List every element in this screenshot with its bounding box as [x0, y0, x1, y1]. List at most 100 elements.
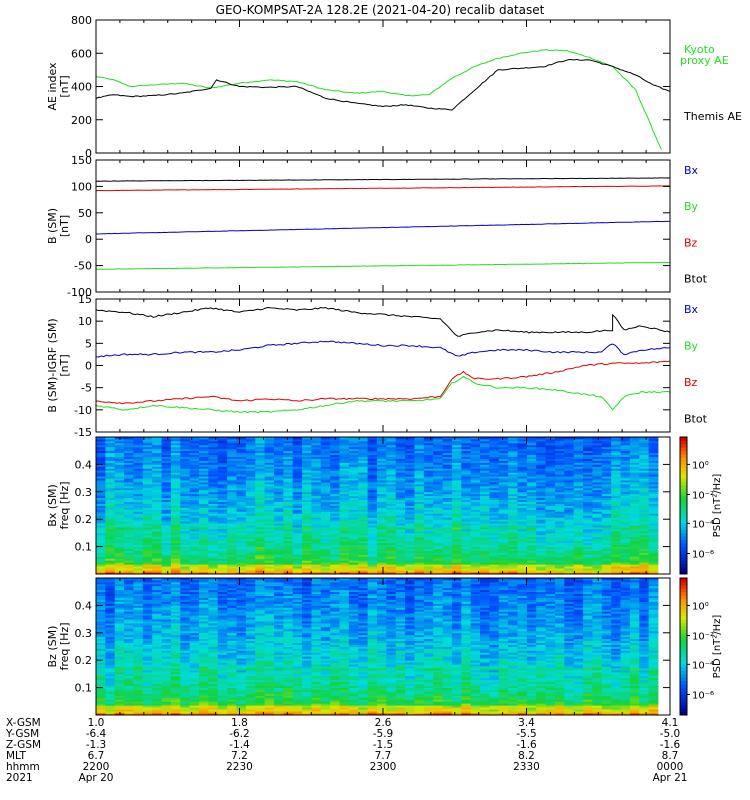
spectrogram-cell — [320, 450, 331, 454]
spectrogram-cell — [105, 532, 116, 536]
spectrogram-cell — [414, 478, 425, 481]
spectrogram-cell — [330, 515, 340, 518]
spectrogram-cell — [152, 458, 162, 461]
spectrogram-cell — [96, 681, 106, 685]
spectrogram-cell — [302, 550, 312, 553]
spectrogram-cell — [564, 521, 575, 524]
spectrogram-cell — [461, 444, 472, 448]
spectrogram-cell — [442, 495, 453, 499]
spectrogram-cell — [124, 544, 134, 547]
spectrogram-cell — [105, 675, 116, 679]
spectrogram-cell — [105, 632, 116, 636]
spectrogram-cell — [96, 558, 106, 561]
spectrogram-cell — [339, 570, 350, 573]
spectrogram-cell — [208, 538, 219, 542]
spectrogram-cell — [536, 532, 546, 536]
spectrogram-cell — [96, 503, 106, 506]
spectrogram-cell — [302, 454, 312, 457]
spectrogram-cell — [264, 548, 275, 551]
spectrogram-cell — [348, 442, 359, 446]
spectrogram-cell — [142, 652, 153, 655]
spectrogram-cell — [124, 713, 134, 716]
spectrogram-cell — [273, 472, 284, 475]
spectrogram-cell — [96, 474, 106, 477]
spectrogram-cell — [208, 560, 219, 563]
spectrogram-cell — [152, 527, 162, 530]
spectrogram-cell — [96, 450, 106, 454]
spectrogram-cell — [152, 472, 162, 475]
spectrogram-cell — [189, 480, 200, 483]
spectrogram-cell — [142, 654, 153, 657]
spectrogram-cell — [461, 437, 472, 440]
spectrogram-cell — [161, 507, 172, 510]
spectrogram-cell — [545, 507, 556, 510]
spectrogram-cell — [489, 485, 500, 489]
spectrogram-cell — [386, 542, 397, 546]
y-tick-label: 200 — [71, 114, 92, 127]
spectrogram-cell — [405, 566, 415, 569]
spectrogram-cell — [124, 652, 134, 655]
spectrogram-cell — [273, 489, 284, 493]
spectrogram-cell — [489, 517, 500, 520]
spectrogram-cell — [114, 556, 125, 559]
spectrogram-cell — [377, 468, 387, 471]
spectrogram-cell — [405, 542, 415, 546]
spectrogram-cell — [330, 509, 340, 512]
spectrogram-cell — [451, 444, 462, 448]
spectrogram-cell — [152, 689, 162, 692]
spectrogram-cell — [283, 521, 294, 524]
spectrogram-cell — [217, 568, 228, 571]
spectrogram-cell — [489, 437, 500, 440]
spectrogram-cell — [451, 566, 462, 569]
spectrogram-cell — [508, 446, 518, 450]
colorbar-step — [680, 471, 687, 476]
spectrogram-cell — [133, 446, 144, 450]
spectrogram-cell — [554, 517, 565, 520]
colorbar-tick-label: 10⁻² — [692, 491, 714, 502]
spectrogram-cell — [170, 511, 181, 514]
spectrogram-cell — [489, 536, 500, 540]
spectrogram-cell — [96, 505, 106, 508]
spectrogram-cell — [339, 530, 350, 534]
spectrogram-cell — [339, 444, 350, 448]
spectrogram-cell — [583, 503, 593, 506]
spectrogram-cell — [339, 497, 350, 501]
spectrogram-cell — [264, 523, 275, 526]
spectrogram-cell — [405, 437, 415, 440]
spectrogram-cell — [433, 482, 443, 485]
spectrogram-cell — [489, 456, 500, 459]
spectrogram-cell — [142, 589, 153, 593]
spectrogram-cell — [330, 564, 340, 567]
spectrogram-cell — [489, 523, 500, 526]
spectrogram-cell — [517, 532, 528, 536]
spectrogram-cell — [208, 519, 219, 522]
spectrogram-cell — [564, 562, 575, 565]
spectrogram-cell — [339, 446, 350, 450]
spectrogram-cell — [302, 568, 312, 571]
spectrogram-cell — [620, 503, 631, 506]
spectrogram-cell — [96, 546, 106, 549]
spectrogram-cell — [142, 482, 153, 485]
spectrogram-cell — [620, 523, 631, 526]
spectrogram-cell — [461, 507, 472, 510]
spectrogram-cell — [395, 556, 406, 559]
spectrogram-cell — [508, 462, 518, 465]
spectrogram-cell — [470, 556, 481, 559]
spectrogram-cell — [367, 562, 378, 565]
spectrogram-cell — [152, 511, 162, 514]
spectrogram-cell — [96, 621, 106, 624]
spectrogram-cell — [302, 483, 312, 487]
spectrogram-cell — [302, 521, 312, 524]
spectrogram-cell — [189, 509, 200, 512]
spectrogram-cell — [180, 562, 191, 565]
spectrogram-cell — [133, 630, 144, 634]
spectrogram-cell — [189, 503, 200, 506]
spectrogram-cell — [96, 440, 106, 444]
spectrogram-cell — [180, 544, 191, 547]
spectrogram-cell — [189, 542, 200, 546]
spectrogram-cell — [480, 517, 490, 520]
spectrogram-cell — [105, 668, 116, 671]
spectrogram-cell — [245, 542, 256, 546]
spectrogram-cell — [142, 495, 153, 499]
spectrogram-cell — [423, 485, 434, 489]
